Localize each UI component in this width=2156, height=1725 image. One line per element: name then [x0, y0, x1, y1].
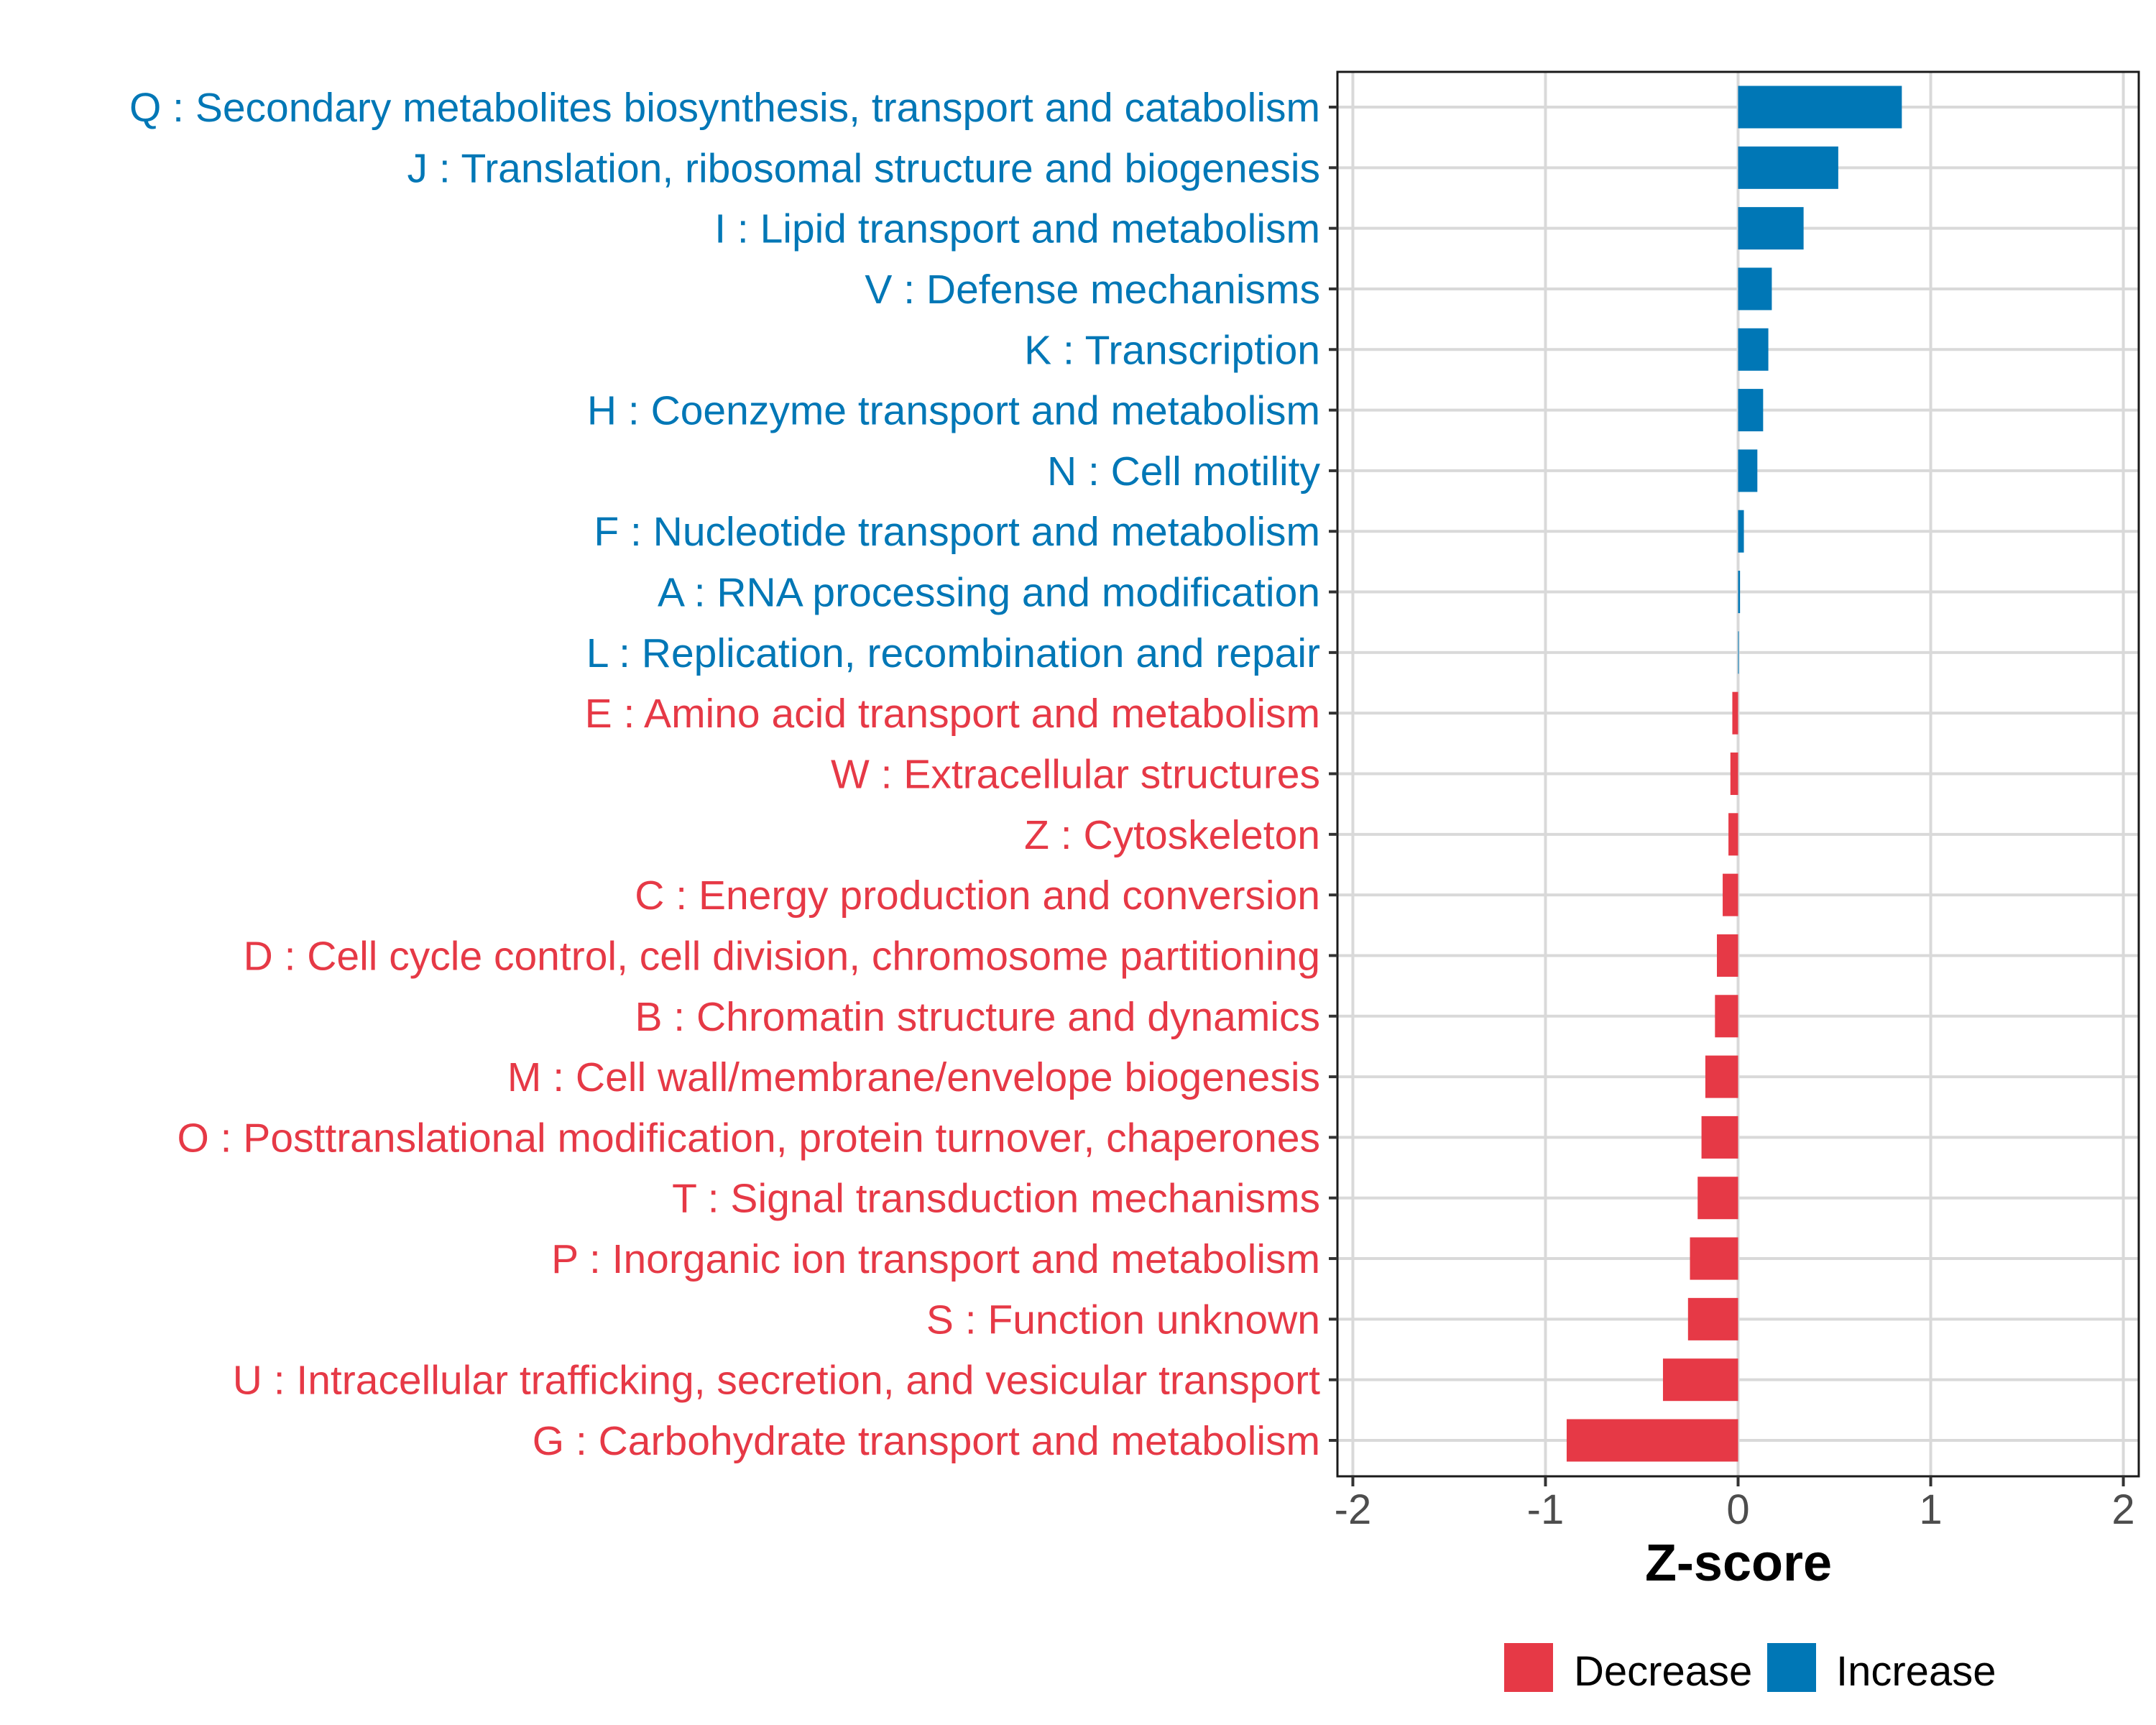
y-category-label: L : Replication, recombination and repai…: [586, 630, 1320, 676]
bar: [1705, 1055, 1738, 1098]
legend-label-decrease: Decrease: [1574, 1648, 1752, 1695]
bar: [1728, 813, 1738, 856]
legend: Decrease Increase: [1504, 1643, 1996, 1695]
x-tick-label: -1: [1527, 1486, 1565, 1533]
x-tick-label: 1: [1919, 1486, 1942, 1533]
y-category-label: S : Function unknown: [926, 1297, 1320, 1343]
bar: [1732, 691, 1738, 735]
y-axis: Q : Secondary metabolites biosynthesis, …: [129, 85, 1337, 1464]
y-category-label: V : Defense mechanisms: [865, 267, 1320, 313]
x-tick-label: 0: [1726, 1486, 1749, 1533]
bar: [1723, 873, 1738, 916]
y-category-label: G : Carbohydrate transport and metabolis…: [533, 1418, 1320, 1464]
bar: [1738, 631, 1739, 674]
y-category-label: T : Signal transduction mechanisms: [672, 1176, 1320, 1222]
x-axis-title: Z-score: [1645, 1535, 1832, 1592]
x-axis: -2 -1 0 1 2: [1335, 1476, 2135, 1533]
bar: [1738, 449, 1758, 492]
bar: [1662, 1358, 1738, 1402]
bar: [1738, 207, 1804, 250]
legend-swatch-increase: [1767, 1643, 1816, 1692]
bar: [1738, 86, 1902, 129]
y-category-label: I : Lipid transport and metabolism: [714, 206, 1320, 252]
bar: [1690, 1237, 1738, 1280]
y-category-label: U : Intracellular trafficking, secretion…: [233, 1358, 1320, 1404]
bar: [1687, 1297, 1738, 1340]
bars: [1566, 86, 1902, 1462]
legend-swatch-decrease: [1504, 1643, 1553, 1692]
y-category-label: K : Transcription: [1024, 327, 1320, 373]
bar: [1715, 995, 1738, 1038]
y-category-label: N : Cell motility: [1047, 448, 1321, 494]
y-category-label: B : Chromatin structure and dynamics: [635, 994, 1320, 1040]
x-tick-label: -2: [1335, 1486, 1372, 1533]
y-category-label: M : Cell wall/membrane/envelope biogenes…: [507, 1054, 1320, 1100]
bar: [1717, 934, 1738, 977]
y-category-label: J : Translation, ribosomal structure and…: [407, 145, 1320, 191]
y-category-label: A : RNA processing and modification: [658, 570, 1320, 616]
bar: [1701, 1116, 1738, 1159]
y-category-label: H : Coenzyme transport and metabolism: [587, 388, 1320, 434]
y-category-label: P : Inorganic ion transport and metaboli…: [551, 1236, 1320, 1282]
bar: [1738, 510, 1744, 553]
bar: [1730, 752, 1738, 796]
y-category-label: E : Amino acid transport and metabolism: [585, 691, 1320, 737]
y-category-label: O : Posttranslational modification, prot…: [177, 1115, 1320, 1161]
bar: [1738, 267, 1772, 310]
bar: [1697, 1177, 1738, 1220]
bar: [1738, 389, 1764, 432]
bar: [1738, 146, 1838, 189]
y-category-label: Q : Secondary metabolites biosynthesis, …: [129, 85, 1320, 131]
bar: [1738, 328, 1769, 371]
y-category-label: F : Nucleotide transport and metabolism: [594, 509, 1320, 555]
bar: [1738, 571, 1741, 614]
x-tick-label: 2: [2111, 1486, 2134, 1533]
y-category-label: Z : Cytoskeleton: [1024, 812, 1320, 858]
y-category-label: W : Extracellular structures: [831, 752, 1320, 798]
y-category-label: C : Energy production and conversion: [635, 873, 1320, 919]
y-category-label: D : Cell cycle control, cell division, c…: [244, 933, 1320, 979]
bar: [1566, 1419, 1738, 1462]
legend-label-increase: Increase: [1836, 1648, 1996, 1695]
